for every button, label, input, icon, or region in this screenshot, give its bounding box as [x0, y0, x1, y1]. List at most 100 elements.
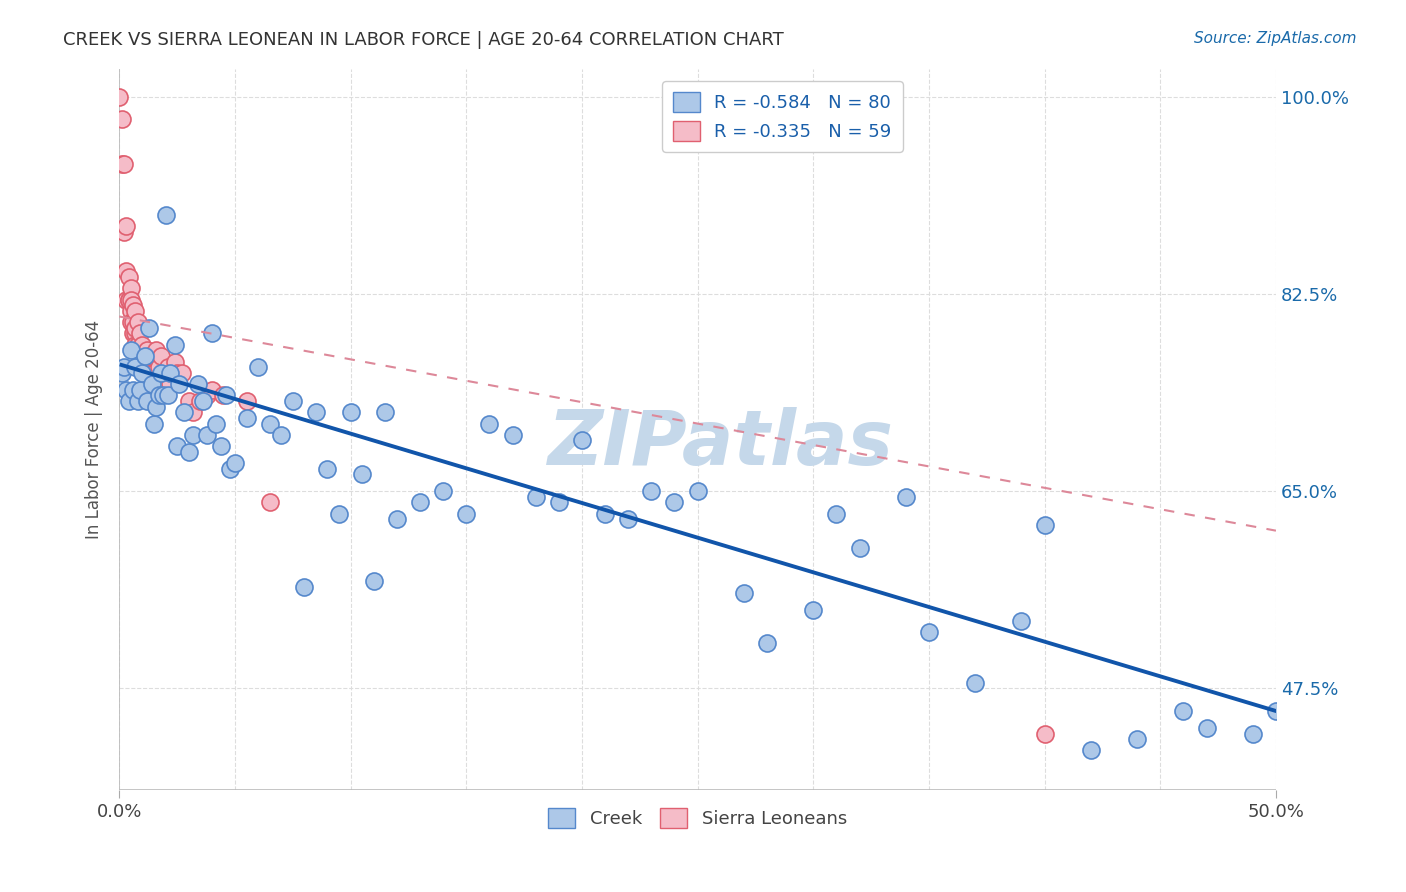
Point — [131, 360, 153, 375]
Point — [235, 394, 257, 409]
Point — [148, 388, 170, 402]
Point — [205, 417, 228, 431]
Point — [247, 360, 270, 375]
Point — [363, 574, 385, 589]
Point — [571, 434, 593, 448]
Point — [120, 304, 142, 318]
Point — [124, 304, 146, 318]
Point — [1173, 704, 1195, 718]
Point — [352, 467, 374, 482]
Point — [281, 394, 304, 409]
Point — [215, 388, 238, 402]
Point — [136, 360, 159, 375]
Point — [112, 360, 135, 375]
Point — [136, 343, 159, 358]
Point — [177, 394, 200, 409]
Point — [138, 349, 160, 363]
Point — [195, 388, 218, 402]
Point — [110, 366, 132, 380]
Point — [177, 444, 200, 458]
Point — [141, 349, 163, 363]
Point — [131, 366, 153, 380]
Point — [134, 349, 156, 363]
Point — [1241, 726, 1264, 740]
Point — [143, 349, 166, 363]
Point — [1033, 726, 1056, 740]
Point — [209, 439, 232, 453]
Point — [848, 541, 870, 555]
Point — [115, 383, 138, 397]
Point — [138, 320, 160, 334]
Point — [664, 495, 686, 509]
Text: Source: ZipAtlas.com: Source: ZipAtlas.com — [1194, 31, 1357, 46]
Point — [117, 293, 139, 307]
Point — [1265, 704, 1288, 718]
Point — [259, 495, 281, 509]
Point — [155, 366, 177, 380]
Point — [169, 377, 191, 392]
Point — [235, 411, 257, 425]
Point — [374, 405, 396, 419]
Point — [110, 112, 132, 127]
Point — [478, 417, 501, 431]
Point — [1126, 732, 1149, 747]
Point — [127, 337, 149, 351]
Point — [131, 337, 153, 351]
Point — [134, 354, 156, 368]
Point — [115, 264, 138, 278]
Point — [120, 281, 142, 295]
Point — [801, 602, 824, 616]
Point — [129, 326, 152, 341]
Point — [166, 439, 188, 453]
Point — [270, 428, 292, 442]
Point — [120, 315, 142, 329]
Point — [292, 580, 315, 594]
Point — [124, 320, 146, 334]
Point — [129, 383, 152, 397]
Point — [163, 354, 186, 368]
Point — [124, 337, 146, 351]
Point — [188, 394, 211, 409]
Point — [1033, 518, 1056, 533]
Point — [181, 428, 204, 442]
Point — [152, 366, 174, 380]
Point — [305, 405, 328, 419]
Text: ZIPatlas: ZIPatlas — [548, 407, 894, 481]
Point — [129, 349, 152, 363]
Point — [141, 377, 163, 392]
Point — [117, 270, 139, 285]
Point — [136, 394, 159, 409]
Point — [593, 507, 616, 521]
Point — [502, 428, 524, 442]
Point — [145, 400, 167, 414]
Point — [756, 636, 779, 650]
Point — [409, 495, 432, 509]
Point — [131, 349, 153, 363]
Point — [181, 405, 204, 419]
Y-axis label: In Labor Force | Age 20-64: In Labor Force | Age 20-64 — [86, 319, 103, 539]
Text: CREEK VS SIERRA LEONEAN IN LABOR FORCE | AGE 20-64 CORRELATION CHART: CREEK VS SIERRA LEONEAN IN LABOR FORCE |… — [63, 31, 785, 49]
Point — [122, 383, 145, 397]
Point — [1195, 721, 1218, 735]
Point — [122, 298, 145, 312]
Point — [201, 326, 224, 341]
Point — [432, 484, 454, 499]
Point — [187, 377, 209, 392]
Point — [115, 293, 138, 307]
Point — [212, 388, 235, 402]
Point — [152, 388, 174, 402]
Point — [385, 512, 408, 526]
Point — [201, 383, 224, 397]
Point — [124, 360, 146, 375]
Point — [547, 495, 569, 509]
Point — [110, 157, 132, 171]
Point — [163, 337, 186, 351]
Point — [156, 360, 179, 375]
Point — [127, 315, 149, 329]
Point — [141, 366, 163, 380]
Point — [143, 417, 166, 431]
Point — [686, 484, 709, 499]
Point — [117, 394, 139, 409]
Point — [115, 219, 138, 234]
Point — [259, 417, 281, 431]
